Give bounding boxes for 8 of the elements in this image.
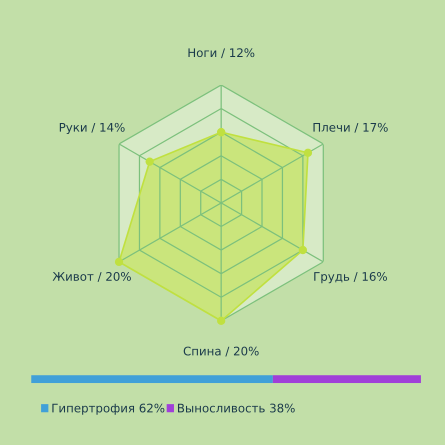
spoke-label: Руки / 14% [60, 122, 125, 134]
spoke-label: Ноги / 12% [188, 48, 254, 58]
spoke-label: Плечи / 17% [313, 122, 388, 133]
spoke-label: Спина / 20% [184, 346, 259, 356]
spoke-label: Живот / 20% [52, 272, 131, 282]
legend-label: Выносливость 38% [178, 404, 295, 413]
legend-label: Гипертрофия 62% [52, 404, 164, 415]
spoke-label: Грудь / 16% [314, 272, 387, 284]
